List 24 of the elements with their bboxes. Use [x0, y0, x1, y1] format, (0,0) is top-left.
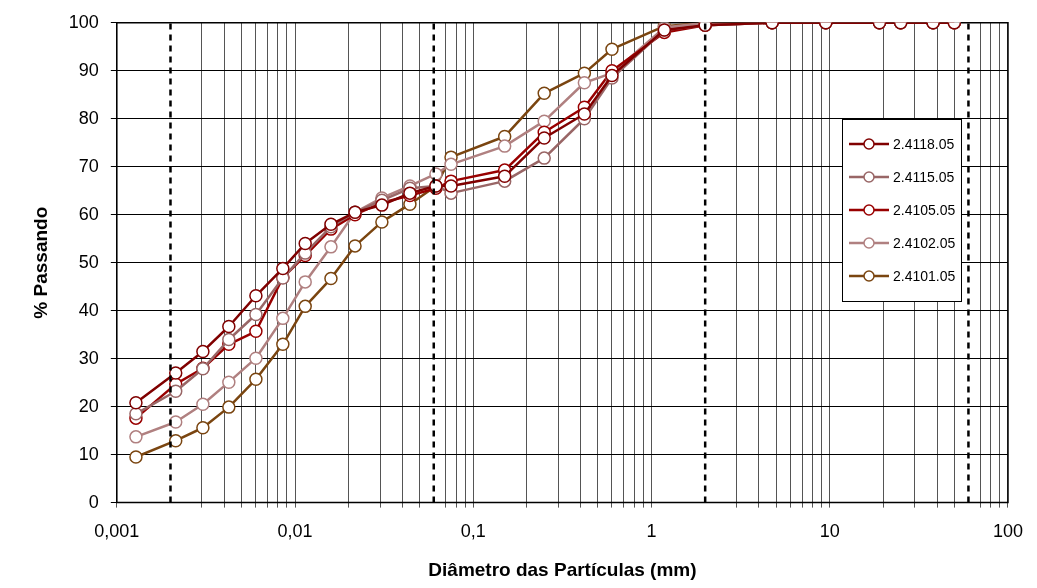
x-tick-label: 0,001 [94, 521, 140, 542]
y-axis-title: % Passando [29, 206, 51, 319]
legend-label: 2.4115.05 [892, 169, 955, 186]
y-tick-label: 0 [88, 491, 99, 512]
legend-label: 2.4105.05 [892, 202, 956, 219]
x-tick-label: 0,01 [277, 521, 313, 542]
x-tick-label: 100 [992, 521, 1024, 542]
x-tick-label: 10 [819, 521, 840, 542]
y-tick-label: 40 [78, 299, 99, 320]
legend-label: 2.4101.05 [892, 268, 956, 285]
y-tick-label: 60 [78, 203, 99, 224]
legend-label: 2.4118.05 [892, 136, 955, 153]
y-tick-label: 20 [78, 395, 99, 416]
x-tick-label: 0,1 [460, 521, 486, 542]
y-tick-label: 50 [78, 251, 99, 272]
y-tick-label: 30 [78, 347, 99, 368]
x-axis-title: Diâmetro das Partículas (mm) [428, 558, 697, 580]
y-tick-label: 10 [78, 443, 99, 464]
y-tick-label: 70 [78, 155, 99, 176]
y-tick-label: 90 [78, 59, 99, 80]
y-tick-label: 80 [78, 107, 99, 128]
legend-label: 2.4102.05 [892, 235, 956, 252]
x-tick-label: 1 [646, 521, 657, 542]
y-tick-label: 100 [68, 11, 99, 32]
